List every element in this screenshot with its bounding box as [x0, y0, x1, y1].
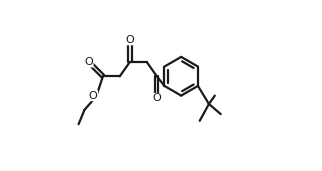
Text: O: O [152, 94, 161, 103]
Text: O: O [126, 35, 134, 45]
Text: O: O [89, 91, 98, 101]
Text: O: O [84, 57, 93, 67]
